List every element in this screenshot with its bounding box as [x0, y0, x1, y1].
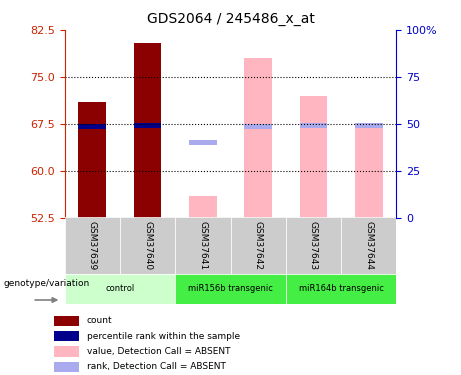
Bar [189, 140, 217, 145]
Bar [341, 217, 396, 274]
Text: GSM37641: GSM37641 [198, 221, 207, 270]
Bar [134, 123, 161, 128]
Bar [355, 124, 383, 218]
Bar [189, 196, 217, 217]
Bar [65, 217, 120, 274]
Bar [300, 123, 327, 128]
Text: percentile rank within the sample: percentile rank within the sample [87, 332, 240, 340]
Bar [78, 102, 106, 218]
Text: value, Detection Call = ABSENT: value, Detection Call = ABSENT [87, 347, 230, 356]
Text: count: count [87, 316, 112, 325]
Bar [65, 274, 175, 304]
Bar [54, 331, 78, 341]
Text: GSM37640: GSM37640 [143, 221, 152, 270]
Text: rank, Detection Call = ABSENT: rank, Detection Call = ABSENT [87, 362, 225, 371]
Bar [230, 217, 286, 274]
Text: GSM37642: GSM37642 [254, 221, 263, 270]
Title: GDS2064 / 245486_x_at: GDS2064 / 245486_x_at [147, 12, 314, 26]
Text: GSM37644: GSM37644 [364, 221, 373, 270]
Bar [120, 217, 175, 274]
Bar [78, 124, 106, 129]
Bar [300, 96, 327, 218]
Bar [54, 346, 78, 357]
Text: GSM37643: GSM37643 [309, 221, 318, 270]
Bar [355, 123, 383, 128]
Bar [286, 217, 341, 274]
Bar [244, 124, 272, 129]
Bar [54, 316, 78, 326]
Text: miR164b transgenic: miR164b transgenic [299, 284, 384, 293]
Text: genotype/variation: genotype/variation [3, 279, 89, 288]
Text: control: control [105, 284, 135, 293]
Text: GSM37639: GSM37639 [88, 221, 97, 270]
Bar [175, 217, 230, 274]
Bar [134, 42, 161, 218]
Bar [175, 274, 286, 304]
Bar [54, 362, 78, 372]
Text: miR156b transgenic: miR156b transgenic [188, 284, 273, 293]
Bar [286, 274, 396, 304]
Bar [244, 58, 272, 217]
